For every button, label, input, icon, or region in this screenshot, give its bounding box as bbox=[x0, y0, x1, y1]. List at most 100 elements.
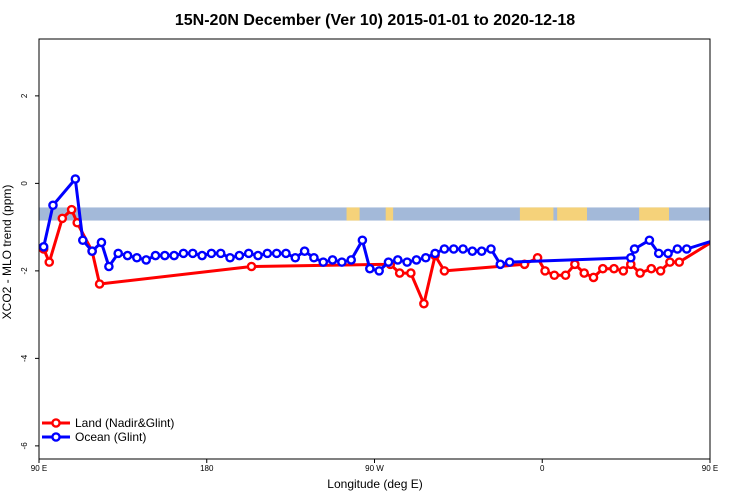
y-axis-label: XCO2 - MLO trend (ppm) bbox=[0, 185, 14, 320]
data-point-1-5 bbox=[96, 237, 107, 248]
data-point-1-33 bbox=[357, 235, 368, 246]
plot-frame bbox=[38, 38, 711, 460]
data-point-0-21 bbox=[588, 272, 599, 283]
series-layer bbox=[39, 174, 746, 309]
legend: Land (Nadir&Glint)Ocean (Glint) bbox=[42, 416, 174, 444]
x-tick-label-1: 180 bbox=[200, 464, 214, 473]
data-point-1-3 bbox=[78, 235, 88, 246]
data-point-0-2 bbox=[57, 213, 68, 224]
data-point-0-31 bbox=[709, 239, 710, 242]
data-point-0-19 bbox=[570, 259, 580, 270]
data-point-1-48 bbox=[495, 259, 506, 270]
x-tick-label-4: 90 E bbox=[702, 464, 718, 473]
data-point-1-39 bbox=[411, 255, 422, 265]
data-point-1-21 bbox=[243, 248, 254, 259]
y-tick-label-3: -4 bbox=[20, 354, 29, 362]
x-axis-label: Longitude (deg E) bbox=[327, 477, 422, 491]
data-point-1-11 bbox=[150, 250, 161, 261]
data-point-1-60 bbox=[739, 243, 746, 250]
data-point-1-44 bbox=[458, 244, 468, 254]
data-point-1-18 bbox=[215, 248, 226, 259]
data-point-1-42 bbox=[439, 244, 450, 254]
data-point-0-24 bbox=[618, 266, 629, 276]
data-point-1-22 bbox=[253, 250, 263, 261]
series-1 bbox=[39, 174, 746, 276]
data-point-1-23 bbox=[262, 248, 273, 259]
data-point-0-18 bbox=[560, 270, 571, 281]
x-tick-label-2: 90 W bbox=[365, 464, 384, 473]
data-point-1-50 bbox=[625, 252, 636, 263]
data-point-1-31 bbox=[337, 257, 347, 267]
y-tick-label-0: 2 bbox=[20, 93, 29, 98]
data-point-1-38 bbox=[402, 257, 412, 267]
data-point-1-26 bbox=[290, 252, 301, 263]
land-segment-2 bbox=[519, 207, 554, 221]
legend-label-1: Ocean (Glint) bbox=[75, 430, 146, 444]
data-point-0-3 bbox=[66, 204, 77, 215]
data-point-1-19 bbox=[225, 252, 235, 263]
data-point-1-41 bbox=[430, 248, 440, 259]
data-point-1-17 bbox=[206, 248, 217, 259]
data-point-0-26 bbox=[635, 268, 645, 278]
data-point-1-9 bbox=[132, 252, 142, 263]
data-point-0-23 bbox=[609, 263, 619, 274]
land-sea-strip bbox=[39, 207, 710, 221]
data-point-1-7 bbox=[113, 248, 124, 259]
data-point-1-20 bbox=[234, 250, 245, 261]
land-segment-4 bbox=[639, 207, 669, 221]
data-point-1-47 bbox=[486, 244, 496, 254]
data-point-1-37 bbox=[392, 255, 403, 265]
data-point-1-45 bbox=[467, 246, 478, 256]
data-point-1-6 bbox=[104, 261, 114, 272]
series-line-0 bbox=[42, 208, 710, 306]
land-segment-0 bbox=[346, 207, 360, 221]
data-point-0-28 bbox=[655, 266, 666, 276]
data-point-0-11 bbox=[419, 298, 429, 309]
data-point-1-49 bbox=[504, 257, 515, 267]
data-point-0-9 bbox=[394, 268, 405, 278]
data-point-1-36 bbox=[383, 257, 394, 267]
data-point-1-29 bbox=[318, 257, 329, 267]
data-point-0-6 bbox=[94, 279, 105, 289]
data-point-0-1 bbox=[44, 257, 55, 267]
data-point-1-10 bbox=[141, 255, 151, 265]
x-axis-ticks: 90 E 180 90 W 0 90 E bbox=[31, 459, 718, 473]
data-point-1-59 bbox=[730, 232, 737, 239]
legend-label-0: Land (Nadir&Glint) bbox=[75, 416, 174, 430]
data-point-0-13 bbox=[439, 266, 450, 276]
data-point-1-2 bbox=[70, 174, 81, 184]
y-tick-label-1: 0 bbox=[20, 181, 29, 186]
data-point-1-34 bbox=[365, 263, 375, 274]
chart-title: 15N-20N December (Ver 10) 2015-01-01 to … bbox=[175, 12, 575, 29]
data-point-0-34 bbox=[739, 239, 746, 246]
legend-marker-0 bbox=[51, 418, 61, 428]
y-axis-ticks: 2 0 -2 -4 -6 bbox=[20, 93, 39, 449]
data-point-1-28 bbox=[309, 252, 319, 263]
data-point-1-32 bbox=[346, 255, 357, 265]
data-point-1-56 bbox=[681, 244, 692, 254]
data-point-0-10 bbox=[406, 268, 416, 278]
data-point-1-1 bbox=[48, 200, 58, 211]
data-point-1-40 bbox=[420, 252, 431, 263]
data-point-0-33 bbox=[730, 245, 737, 252]
data-point-1-0 bbox=[39, 242, 49, 252]
data-point-1-58 bbox=[720, 239, 727, 246]
data-point-0-7 bbox=[246, 261, 257, 272]
data-point-0-30 bbox=[674, 257, 685, 267]
data-point-1-51 bbox=[629, 244, 640, 254]
x-tick-label-0: 90 E bbox=[31, 464, 47, 473]
x-tick-label-3: 0 bbox=[540, 464, 545, 473]
data-point-1-35 bbox=[374, 266, 384, 276]
data-point-1-25 bbox=[281, 248, 291, 259]
data-point-1-16 bbox=[197, 250, 207, 261]
data-point-0-22 bbox=[598, 263, 608, 274]
data-point-1-46 bbox=[476, 246, 487, 256]
y-tick-label-2: -2 bbox=[20, 267, 29, 275]
data-point-1-55 bbox=[672, 244, 683, 254]
land-segment-3 bbox=[557, 207, 587, 221]
data-point-1-57 bbox=[709, 239, 710, 242]
legend-marker-1 bbox=[51, 432, 61, 442]
land-segment-1 bbox=[385, 207, 394, 221]
